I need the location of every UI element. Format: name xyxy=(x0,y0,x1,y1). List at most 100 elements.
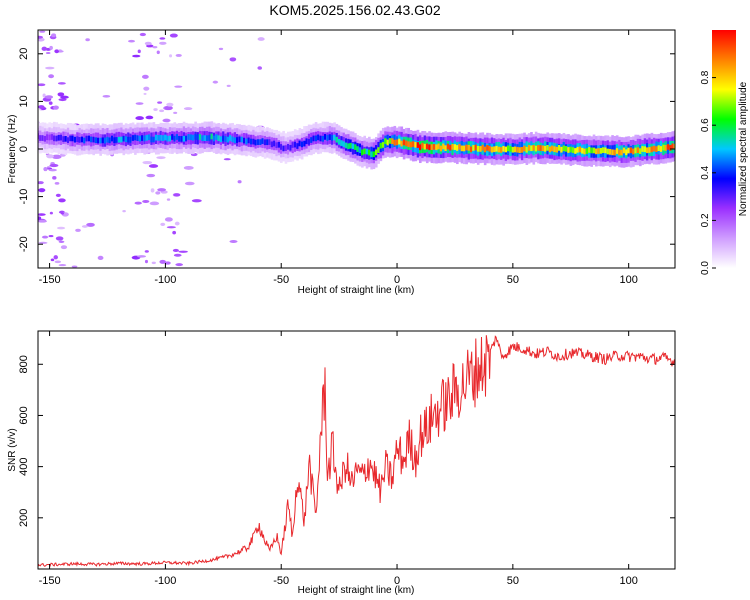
spectrogram-noise-speckle xyxy=(38,188,46,193)
spectrogram-ridge-cell xyxy=(103,137,107,144)
spectrogram-ridge-cell xyxy=(64,135,68,142)
colorbar-tick-label: 0.6 xyxy=(700,118,711,132)
spectrogram-noise-speckle xyxy=(48,74,55,79)
spectrogram-ridge-cell xyxy=(180,136,184,142)
spectrogram-ridge-cell xyxy=(391,138,394,145)
spectrogram-ridge-cell xyxy=(423,143,427,150)
spectrogram-ridge-cell xyxy=(263,139,267,146)
spectrogram-ridge-cell xyxy=(307,139,311,145)
spectrogram-ridge-cell xyxy=(534,145,538,152)
spectrogram-ridge-cell xyxy=(595,148,598,155)
spectrogram-ridge-cell xyxy=(342,141,346,148)
spectrogram-ridge-cell xyxy=(599,147,603,154)
spectrogram-noise-speckle xyxy=(41,46,48,51)
spectrogram-noise-speckle xyxy=(156,156,166,160)
spectrogram-x-tick-label: 50 xyxy=(507,274,519,286)
spectrogram-noise-speckle xyxy=(148,164,159,168)
spectrogram-ridge-cell xyxy=(634,147,638,154)
spectrogram-noise-speckle xyxy=(53,105,59,110)
spectrogram-ridge-cell xyxy=(509,146,512,152)
spectrogram-ridge-cell xyxy=(412,141,415,147)
spectrogram-noise-speckle xyxy=(49,45,53,50)
spectrogram-ridge-cell xyxy=(249,138,253,145)
spectrogram-ridge-cell xyxy=(293,141,297,148)
spectrogram-noise-speckle xyxy=(50,258,55,262)
spectrogram-ridge-cell xyxy=(564,146,568,152)
spectrogram-noise-speckle xyxy=(85,38,90,42)
spectrogram-noise-speckle xyxy=(56,226,66,230)
colorbar-ticks: 0.0 0.2 0.4 0.6 0.8 xyxy=(700,70,716,275)
spectrogram-ridge-cell xyxy=(296,143,299,149)
spectrogram-ridge-cell xyxy=(356,146,360,152)
spectrogram-ridge-cell xyxy=(402,139,406,146)
spectrogram-noise-speckle xyxy=(48,235,54,238)
snr-y-tick-label: 200 xyxy=(18,509,30,527)
snr-x-tick-label: 50 xyxy=(507,575,519,587)
spectrogram-noise-speckle xyxy=(49,211,53,215)
spectrogram-ridge-cell xyxy=(400,140,404,147)
snr-ticks: -150 -100 -50 0 50 100 200 400 600 800 xyxy=(18,331,675,587)
spectrogram-noise-speckle xyxy=(75,228,81,232)
spectrogram-ridge-cell xyxy=(627,147,631,154)
spectrogram-ridge-cell xyxy=(486,144,489,151)
spectrogram-noise-speckle xyxy=(152,45,158,49)
spectrogram-ridge-cell xyxy=(648,147,651,153)
spectrogram-ridge-cell xyxy=(502,145,505,152)
spectrogram-ridge-cell xyxy=(175,134,179,140)
spectrogram-ridge-cell xyxy=(208,135,211,141)
spectrogram-ridge-cell xyxy=(69,135,72,142)
spectrogram-ridge-cell xyxy=(43,135,47,142)
spectrogram-ridge-cell xyxy=(76,136,79,143)
spectrogram-ridge-cell xyxy=(212,135,216,142)
spectrogram-ridge-cell xyxy=(425,143,429,150)
spectrogram-noise-speckle xyxy=(169,54,173,58)
spectrogram-noise-speckle xyxy=(183,107,193,111)
spectrogram-ridge-cell xyxy=(532,144,536,151)
spectrogram-ridge-cell xyxy=(330,135,334,141)
spectrogram-noise-speckle xyxy=(143,92,147,96)
spectrogram-ridge-cell xyxy=(606,148,610,155)
spectrogram-ridge-cell xyxy=(361,149,364,156)
spectrogram-ridge-cell xyxy=(414,141,417,148)
spectrogram-noise-speckle xyxy=(257,66,263,70)
spectrogram-ridge-cell xyxy=(166,135,170,142)
spectrogram-ridge-cell xyxy=(435,144,438,151)
spectrogram-ridge-cell xyxy=(669,144,672,151)
spectrogram-ridge-cell xyxy=(511,146,515,153)
spectrogram-noise-speckle xyxy=(173,111,178,115)
spectrogram-ridge-cell xyxy=(129,136,133,143)
spectrogram-x-tick-label: 100 xyxy=(619,274,637,286)
spectrogram-ridge-cell xyxy=(99,137,102,144)
spectrogram-noise-speckle xyxy=(156,50,160,55)
spectrogram-ridge-cell xyxy=(458,143,461,150)
spectrogram-ridge-cell xyxy=(578,146,582,153)
spectrogram-noise-speckle xyxy=(150,188,155,193)
spectrogram-ridge-cell xyxy=(50,134,54,140)
spectrogram-noise-speckle xyxy=(159,109,165,113)
spectrogram-ridge-cell xyxy=(196,134,200,141)
spectrogram-ridge-cell xyxy=(53,135,56,142)
snr-frame xyxy=(37,330,676,570)
spectrogram-noise-speckle xyxy=(54,49,60,54)
spectrogram-ridge-cell xyxy=(460,145,464,152)
spectrogram-noise-speckle xyxy=(58,198,66,203)
spectrogram-ridge-cell xyxy=(476,145,480,152)
spectrogram-noise-speckle xyxy=(57,82,66,85)
spectrogram-ridge-cell xyxy=(259,139,262,146)
spectrogram-ridge-cell xyxy=(164,134,167,141)
spectrogram-ridge-cell xyxy=(238,136,241,143)
spectrogram-noise-speckle xyxy=(54,260,61,264)
spectrogram-ridge-cell xyxy=(567,147,570,153)
spectrogram-ridge-cell xyxy=(48,134,51,141)
spectrogram-noise-speckle xyxy=(166,102,174,107)
spectrogram-noise-speckle xyxy=(144,41,152,46)
spectrogram-ridge-cell xyxy=(314,135,318,142)
spectrogram-ridge-cell xyxy=(87,135,91,142)
spectrogram-ridge-cell xyxy=(671,143,675,150)
spectrogram-y-tick-label: 0 xyxy=(18,146,30,152)
spectrogram-noise-speckle xyxy=(38,181,44,185)
spectrogram-ridge-cell xyxy=(284,145,288,151)
spectrogram-ridge-cell xyxy=(317,134,320,141)
spectrogram-noise-speckle xyxy=(164,261,171,265)
spectrogram-noise-speckle xyxy=(153,108,158,111)
